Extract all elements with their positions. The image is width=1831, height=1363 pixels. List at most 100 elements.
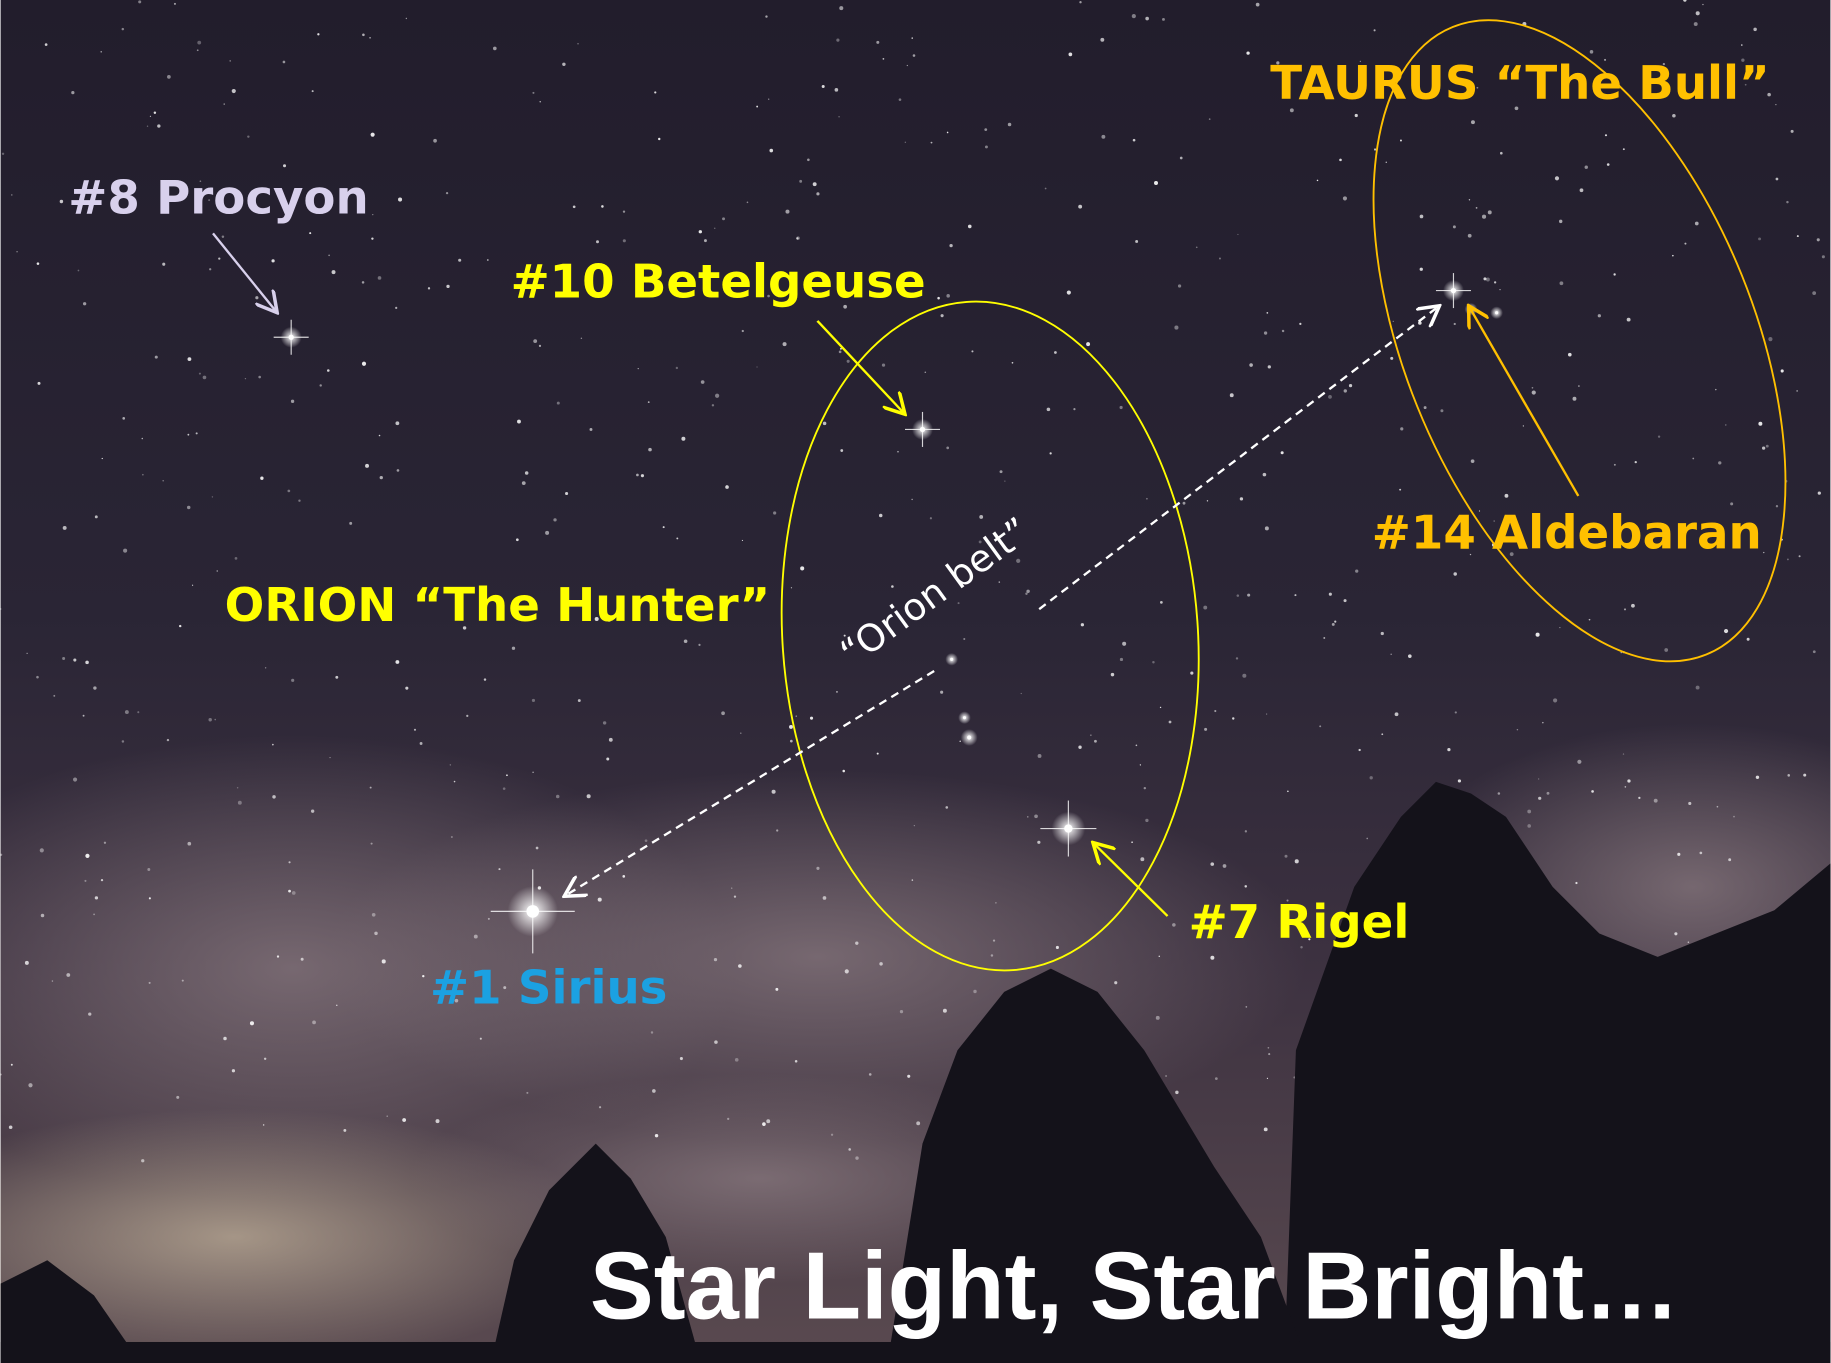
star — [93, 914, 95, 916]
star — [1008, 123, 1012, 127]
star — [539, 345, 541, 347]
star — [1209, 118, 1211, 120]
star — [598, 898, 602, 902]
star — [1400, 427, 1403, 430]
star — [1553, 698, 1557, 702]
star — [1672, 255, 1674, 257]
star — [823, 896, 827, 900]
star — [382, 959, 386, 963]
star — [1332, 623, 1335, 626]
star — [125, 710, 129, 714]
star — [714, 228, 715, 229]
star — [914, 825, 915, 826]
star — [287, 490, 290, 493]
star — [247, 135, 249, 137]
star — [104, 842, 106, 844]
star — [1488, 210, 1492, 214]
star — [187, 842, 191, 846]
star — [260, 477, 263, 480]
star — [167, 75, 171, 79]
star — [1370, 776, 1373, 779]
star — [332, 270, 336, 274]
star — [1175, 1091, 1178, 1094]
star — [395, 660, 399, 664]
star — [796, 716, 797, 717]
star — [1156, 1016, 1160, 1020]
star — [179, 625, 181, 627]
star — [1249, 363, 1253, 367]
star — [1355, 114, 1358, 117]
star — [882, 364, 885, 367]
star — [1483, 277, 1486, 280]
star — [943, 1009, 947, 1013]
star — [362, 362, 366, 366]
star — [912, 879, 913, 880]
star — [1532, 387, 1534, 389]
star — [839, 351, 842, 354]
star — [1614, 464, 1616, 466]
star — [603, 721, 606, 724]
star — [264, 1058, 266, 1060]
star — [214, 719, 216, 721]
star — [1358, 749, 1360, 751]
star — [727, 1118, 729, 1120]
star — [149, 982, 151, 984]
star — [946, 294, 950, 298]
star — [277, 955, 279, 957]
star — [1016, 559, 1020, 563]
star — [63, 526, 67, 530]
star — [212, 496, 213, 497]
star — [1012, 362, 1014, 364]
star — [265, 667, 266, 668]
star — [905, 142, 906, 143]
star — [506, 774, 508, 776]
star — [762, 1122, 766, 1126]
star — [1547, 792, 1550, 795]
star — [676, 537, 678, 539]
star — [848, 1148, 851, 1151]
star — [232, 89, 236, 93]
star — [993, 939, 995, 941]
star — [835, 88, 839, 92]
star — [374, 932, 377, 935]
star — [533, 339, 537, 343]
star — [877, 753, 879, 755]
star — [831, 1134, 833, 1136]
star — [1381, 733, 1383, 735]
star — [53, 695, 55, 697]
star — [816, 192, 819, 195]
star — [1499, 289, 1500, 290]
star — [913, 54, 916, 57]
star — [1453, 225, 1456, 228]
star — [1078, 205, 1082, 209]
star — [138, 0, 141, 3]
star — [1536, 633, 1540, 637]
star — [573, 205, 576, 208]
star — [641, 474, 644, 477]
star — [742, 540, 743, 541]
star — [52, 980, 54, 982]
star — [1674, 932, 1677, 935]
star — [1295, 859, 1299, 863]
star — [822, 85, 825, 88]
star — [525, 471, 529, 475]
star — [1424, 406, 1427, 409]
star — [1803, 774, 1806, 777]
star — [45, 43, 48, 46]
star — [395, 421, 399, 425]
star — [203, 376, 207, 380]
star — [311, 809, 314, 812]
star — [488, 918, 490, 920]
star — [907, 1075, 910, 1078]
star — [137, 711, 139, 713]
star — [450, 764, 451, 765]
star — [83, 715, 85, 717]
star — [699, 230, 702, 233]
star — [141, 1159, 144, 1162]
star — [83, 302, 86, 305]
star — [328, 255, 330, 257]
star — [162, 480, 163, 481]
star — [1223, 864, 1227, 868]
star — [167, 739, 169, 741]
star — [1230, 393, 1234, 397]
